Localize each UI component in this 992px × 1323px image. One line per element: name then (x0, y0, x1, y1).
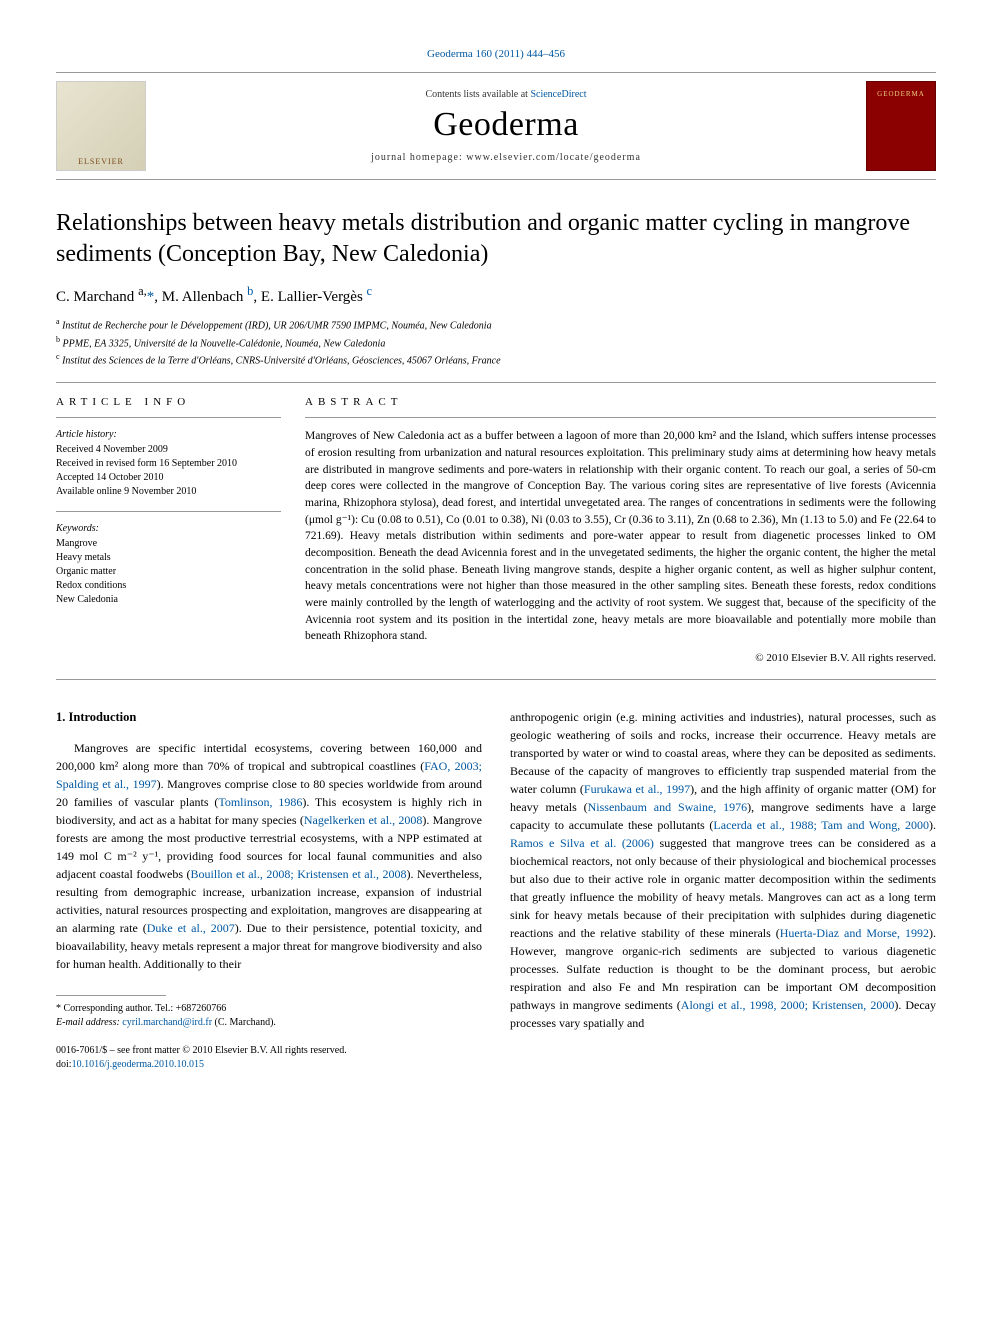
article-info-column: ARTICLE INFO Article history: Received 4… (56, 395, 281, 667)
history-item: Received 4 November 2009 (56, 443, 281, 457)
footnote-separator (56, 995, 166, 996)
keyword: Redox conditions (56, 579, 281, 593)
front-matter-footer: 0016-7061/$ – see front matter © 2010 El… (56, 1044, 482, 1072)
keyword: New Caledonia (56, 593, 281, 607)
affiliation: b PPME, EA 3325, Université de la Nouvel… (56, 334, 936, 351)
corresponding-email-line: E-mail address: cyril.marchand@ird.fr (C… (56, 1016, 482, 1030)
keyword: Heavy metals (56, 551, 281, 565)
keyword: Organic matter (56, 565, 281, 579)
running-head: Geoderma 160 (2011) 444–456 (56, 48, 936, 60)
doi-link[interactable]: 10.1016/j.geoderma.2010.10.015 (72, 1059, 204, 1070)
doi-prefix: doi: (56, 1059, 72, 1070)
journal-cover-thumbnail: GEODERMA (866, 81, 936, 171)
history-item: Accepted 14 October 2010 (56, 471, 281, 485)
journal-homepage: journal homepage: www.elsevier.com/locat… (162, 152, 850, 163)
meta-divider (56, 511, 281, 512)
keywords-label: Keywords: (56, 522, 281, 536)
article-history-label: Article history: (56, 428, 281, 442)
journal-name: Geoderma (162, 106, 850, 144)
body-paragraph: anthropogenic origin (e.g. mining activi… (510, 708, 936, 1032)
info-abstract-row: ARTICLE INFO Article history: Received 4… (56, 382, 936, 680)
issn-copyright: 0016-7061/$ – see front matter © 2010 El… (56, 1044, 482, 1058)
abstract-heading: ABSTRACT (305, 395, 936, 418)
abstract-text: Mangroves of New Caledonia act as a buff… (305, 428, 936, 645)
history-item: Available online 9 November 2010 (56, 485, 281, 499)
authors-line: C. Marchand a,*, M. Allenbach b, E. Lall… (56, 284, 936, 306)
abstract-copyright: © 2010 Elsevier B.V. All rights reserved… (305, 651, 936, 667)
sciencedirect-line: Contents lists available at ScienceDirec… (162, 89, 850, 100)
article-history-block: Article history: Received 4 November 200… (56, 428, 281, 499)
banner-center: Contents lists available at ScienceDirec… (162, 89, 850, 163)
journal-banner: ELSEVIER Contents lists available at Sci… (56, 72, 936, 180)
sciencedirect-link[interactable]: ScienceDirect (530, 89, 586, 100)
keyword: Mangrove (56, 537, 281, 551)
body-column-right: anthropogenic origin (e.g. mining activi… (510, 708, 936, 1072)
body-paragraph: Mangroves are specific intertidal ecosys… (56, 739, 482, 973)
affiliations: a Institut de Recherche pour le Développ… (56, 316, 936, 368)
footnotes: * Corresponding author. Tel.: +687260766… (56, 1002, 482, 1030)
section-number: 1. (56, 710, 65, 724)
publisher-wordmark: ELSEVIER (78, 157, 124, 166)
affiliation: c Institut des Sciences de la Terre d'Or… (56, 351, 936, 368)
article-title: Relationships between heavy metals distr… (56, 208, 936, 270)
section-title: Introduction (69, 710, 137, 724)
availability-prefix: Contents lists available at (425, 89, 530, 100)
email-author: (C. Marchand). (215, 1017, 276, 1028)
doi-line: doi:10.1016/j.geoderma.2010.10.015 (56, 1058, 482, 1072)
history-item: Received in revised form 16 September 20… (56, 457, 281, 471)
email-link[interactable]: cyril.marchand@ird.fr (122, 1017, 212, 1028)
section-heading: 1. Introduction (56, 708, 482, 727)
abstract-column: ABSTRACT Mangroves of New Caledonia act … (305, 395, 936, 667)
publisher-logo: ELSEVIER (56, 81, 146, 171)
corresponding-author: * Corresponding author. Tel.: +687260766 (56, 1002, 482, 1016)
body-columns: 1. Introduction Mangroves are specific i… (56, 708, 936, 1072)
article-info-heading: ARTICLE INFO (56, 395, 281, 417)
email-label: E-mail address: (56, 1017, 120, 1028)
affiliation: a Institut de Recherche pour le Développ… (56, 316, 936, 333)
keywords-block: Keywords: Mangrove Heavy metals Organic … (56, 522, 281, 607)
body-column-left: 1. Introduction Mangroves are specific i… (56, 708, 482, 1072)
cover-text: GEODERMA (877, 90, 925, 98)
